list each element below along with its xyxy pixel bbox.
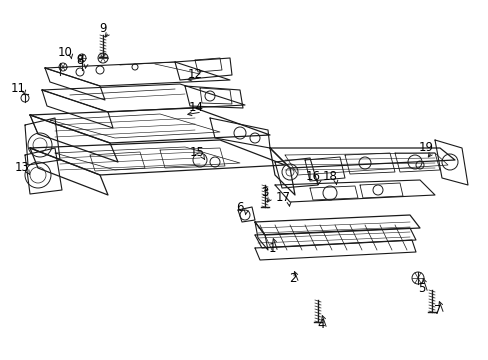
Text: 16: 16 — [305, 171, 320, 184]
Text: 17: 17 — [275, 192, 290, 204]
Text: 14: 14 — [188, 102, 203, 114]
Text: 15: 15 — [189, 147, 204, 159]
Text: 4: 4 — [317, 319, 324, 332]
Text: 13: 13 — [15, 162, 29, 175]
Text: 11: 11 — [10, 81, 25, 94]
Text: 12: 12 — [187, 68, 202, 81]
Text: 5: 5 — [417, 283, 425, 296]
Text: 6: 6 — [236, 202, 243, 215]
Text: 10: 10 — [58, 45, 72, 58]
Text: 7: 7 — [433, 303, 441, 316]
Text: 9: 9 — [99, 22, 106, 35]
Text: 1: 1 — [268, 242, 275, 255]
Text: 19: 19 — [418, 141, 433, 154]
Text: 3: 3 — [261, 186, 268, 199]
Text: 8: 8 — [76, 54, 83, 67]
Text: 18: 18 — [322, 171, 337, 184]
Text: 2: 2 — [289, 273, 296, 285]
